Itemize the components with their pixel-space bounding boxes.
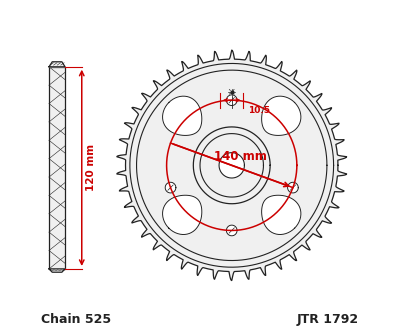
Polygon shape	[288, 182, 298, 193]
Polygon shape	[262, 96, 301, 135]
Polygon shape	[262, 195, 301, 234]
Polygon shape	[162, 96, 202, 135]
Polygon shape	[117, 50, 347, 281]
Text: 120 mm: 120 mm	[86, 144, 96, 191]
Text: Chain 525: Chain 525	[41, 313, 112, 326]
Text: JTR 1792: JTR 1792	[296, 313, 359, 326]
Text: 10.5: 10.5	[248, 106, 270, 115]
Text: 140 mm: 140 mm	[214, 151, 266, 163]
Polygon shape	[49, 62, 65, 67]
Polygon shape	[165, 182, 176, 193]
Polygon shape	[162, 195, 202, 234]
Polygon shape	[193, 127, 270, 204]
Bar	[49, 67, 65, 269]
Polygon shape	[226, 95, 237, 106]
Polygon shape	[226, 225, 237, 236]
Polygon shape	[219, 153, 244, 178]
Polygon shape	[49, 269, 65, 272]
